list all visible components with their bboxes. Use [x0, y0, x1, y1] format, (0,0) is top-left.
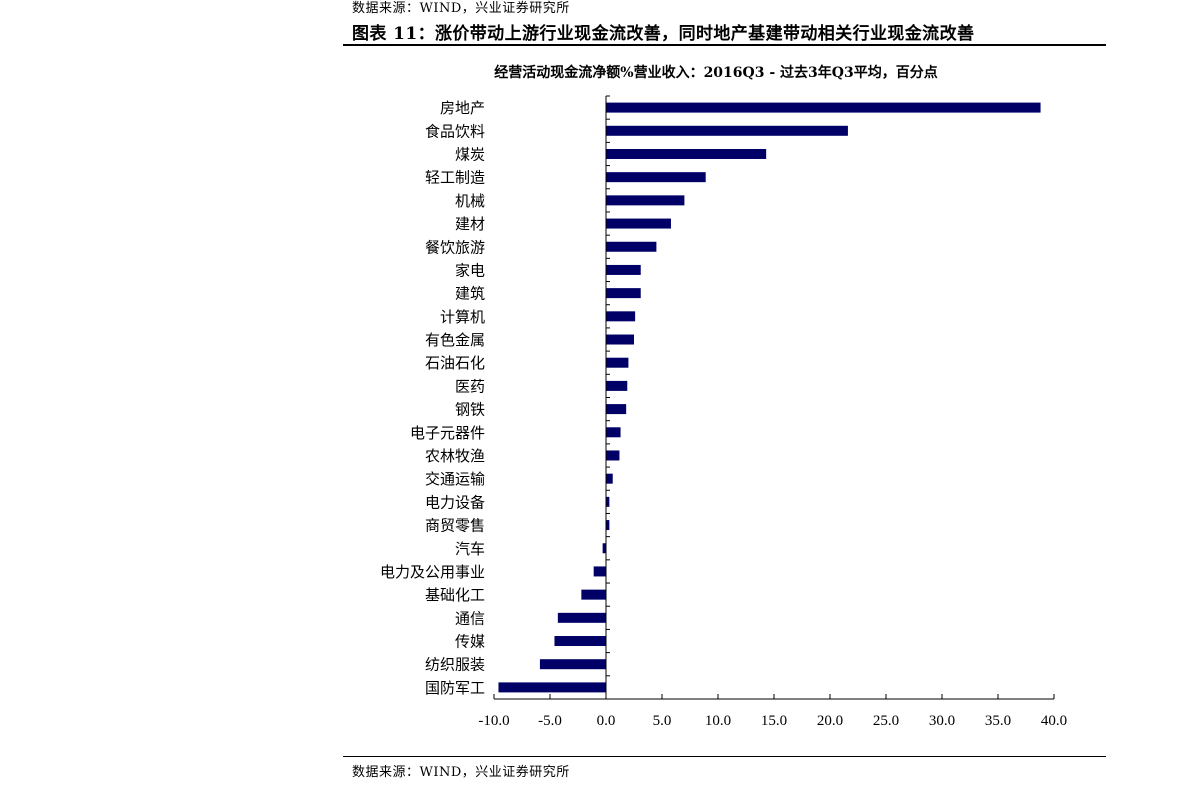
bar	[581, 589, 606, 600]
bar	[539, 659, 606, 670]
bar	[606, 172, 706, 183]
category-label: 建筑	[455, 285, 485, 303]
bar	[602, 543, 606, 554]
bar	[498, 682, 606, 693]
x-tick-label: -10.0	[478, 713, 509, 729]
bar	[606, 288, 641, 299]
bar	[606, 311, 636, 322]
category-label: 石油石化	[425, 354, 485, 372]
category-label: 轻工制造	[425, 169, 485, 187]
bar	[606, 404, 627, 415]
bar	[554, 636, 606, 647]
bar	[606, 496, 610, 507]
bar	[606, 195, 685, 206]
category-label: 家电	[455, 261, 485, 279]
category-label: 农林牧渔	[425, 447, 485, 465]
bar	[606, 241, 657, 252]
category-label: 商贸零售	[425, 517, 485, 535]
x-tick-label: 25.0	[873, 713, 899, 729]
x-tick-label: 5.0	[653, 713, 672, 729]
bar	[606, 380, 628, 391]
x-tick-label: 10.0	[705, 713, 731, 729]
bar	[606, 520, 610, 531]
source-note-bottom: 数据来源：WIND，兴业证券研究所	[352, 765, 570, 780]
bar	[606, 125, 848, 136]
bar	[606, 357, 629, 368]
category-label: 纺织服装	[425, 656, 485, 674]
bar	[557, 612, 606, 623]
category-label: 有色金属	[425, 331, 485, 349]
axes-group	[493, 95, 1055, 700]
bar	[606, 218, 671, 229]
category-label: 医药	[455, 377, 485, 395]
category-label: 电子元器件	[410, 424, 485, 442]
title-divider	[343, 44, 1106, 46]
footer-divider	[343, 756, 1106, 757]
bar	[606, 427, 621, 438]
category-label: 电力及公用事业	[380, 563, 485, 581]
bar	[606, 450, 620, 461]
x-tick-label: 15.0	[761, 713, 787, 729]
category-labels: 房地产食品饮料煤炭轻工制造机械建材餐饮旅游家电建筑计算机有色金属石油石化医药钢铁…	[380, 99, 485, 697]
x-tick-labels: -10.0 -5.0 0.0 5.0 10.0 15.0 20.0 25.0 30.0 35.0 4…	[478, 713, 1067, 729]
x-tick-label: 35.0	[985, 713, 1011, 729]
bars-group	[498, 102, 1041, 693]
category-label: 基础化工	[425, 586, 485, 604]
category-label: 交通运输	[425, 470, 485, 488]
category-label: 汽车	[455, 540, 485, 558]
figure-title: 图表 11：涨价带动上游行业现金流改善，同时地产基建带动相关行业现金流改善	[352, 24, 975, 44]
category-label: 钢铁	[455, 401, 485, 419]
x-tick-label: 0.0	[597, 713, 616, 729]
category-label: 建材	[455, 215, 485, 233]
x-tick-label: -5.0	[538, 713, 562, 729]
bar	[606, 148, 767, 159]
category-label: 房地产	[440, 99, 485, 117]
category-label: 食品饮料	[425, 122, 485, 140]
bar	[606, 473, 613, 484]
category-label: 传媒	[455, 633, 485, 651]
category-label: 煤炭	[455, 145, 485, 163]
category-label: 餐饮旅游	[425, 238, 485, 256]
bar	[606, 102, 1041, 113]
source-note-top: 数据来源：WIND，兴业证券研究所	[352, 1, 570, 16]
x-tick-label: 30.0	[929, 713, 955, 729]
category-label: 国防军工	[425, 679, 485, 697]
category-label: 计算机	[440, 308, 485, 326]
x-tick-label: 20.0	[817, 713, 843, 729]
category-label: 机械	[455, 192, 485, 210]
category-label: 电力设备	[425, 493, 485, 511]
bar	[606, 334, 634, 345]
category-label: 通信	[455, 609, 485, 627]
bar	[606, 264, 641, 275]
x-tick-label: 40.0	[1041, 713, 1067, 729]
chart-title: 经营活动现金流净额%营业收入：2016Q3 - 过去3年Q3平均，百分点	[494, 64, 937, 81]
bar	[593, 566, 606, 577]
